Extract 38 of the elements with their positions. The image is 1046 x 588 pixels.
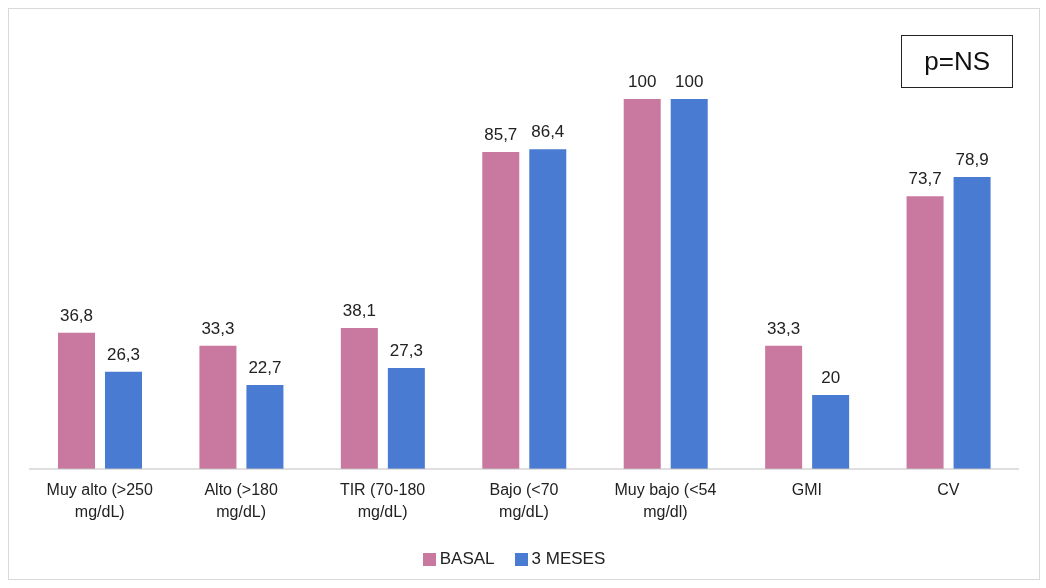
data-label: 86,4 (531, 122, 565, 142)
data-label: 22,7 (248, 358, 282, 378)
x-tick-label: Muy bajo (<54 mg/dl) (614, 481, 717, 520)
data-label: 33,3 (201, 318, 235, 338)
bar (906, 196, 944, 469)
x-tick-label: TIR (70-180 mg/dL) (339, 481, 426, 520)
x-tick-label: CV (937, 481, 960, 498)
bar (765, 345, 803, 469)
data-label: 33,3 (767, 318, 801, 338)
bar (199, 345, 237, 469)
bar (58, 332, 95, 469)
data-label: 20 (821, 368, 841, 387)
bar (529, 149, 567, 469)
bar (953, 177, 991, 469)
data-label: 26,3 (106, 344, 141, 364)
x-tick-label: GMI (791, 481, 822, 498)
legend-label: BASAL (439, 549, 495, 568)
legend-label: 3 MESES (531, 549, 606, 568)
data-label: 100 (675, 72, 704, 91)
text: p=NS (901, 35, 1013, 88)
bar (812, 395, 850, 469)
x-tick-label: Bajo (<70 mg/dL) (489, 481, 559, 520)
bar (340, 328, 378, 469)
bar (105, 371, 142, 469)
x-tick-label: Alto (>180 mg/dL) (204, 481, 278, 520)
data-label: 100 (628, 72, 657, 91)
data-label: 78,9 (955, 150, 989, 170)
data-label: 38,1 (342, 301, 376, 321)
data-label: 36,8 (59, 305, 94, 325)
bar (246, 385, 284, 469)
bar (623, 99, 661, 469)
bar (482, 151, 520, 469)
x-tick-label: Muy alto (>250 mg/dL) (46, 481, 153, 520)
bar (387, 367, 425, 469)
data-label: 73,7 (908, 169, 942, 189)
data-label: 27,3 (389, 340, 423, 360)
bar (670, 99, 708, 469)
data-label: 85,7 (484, 124, 518, 144)
